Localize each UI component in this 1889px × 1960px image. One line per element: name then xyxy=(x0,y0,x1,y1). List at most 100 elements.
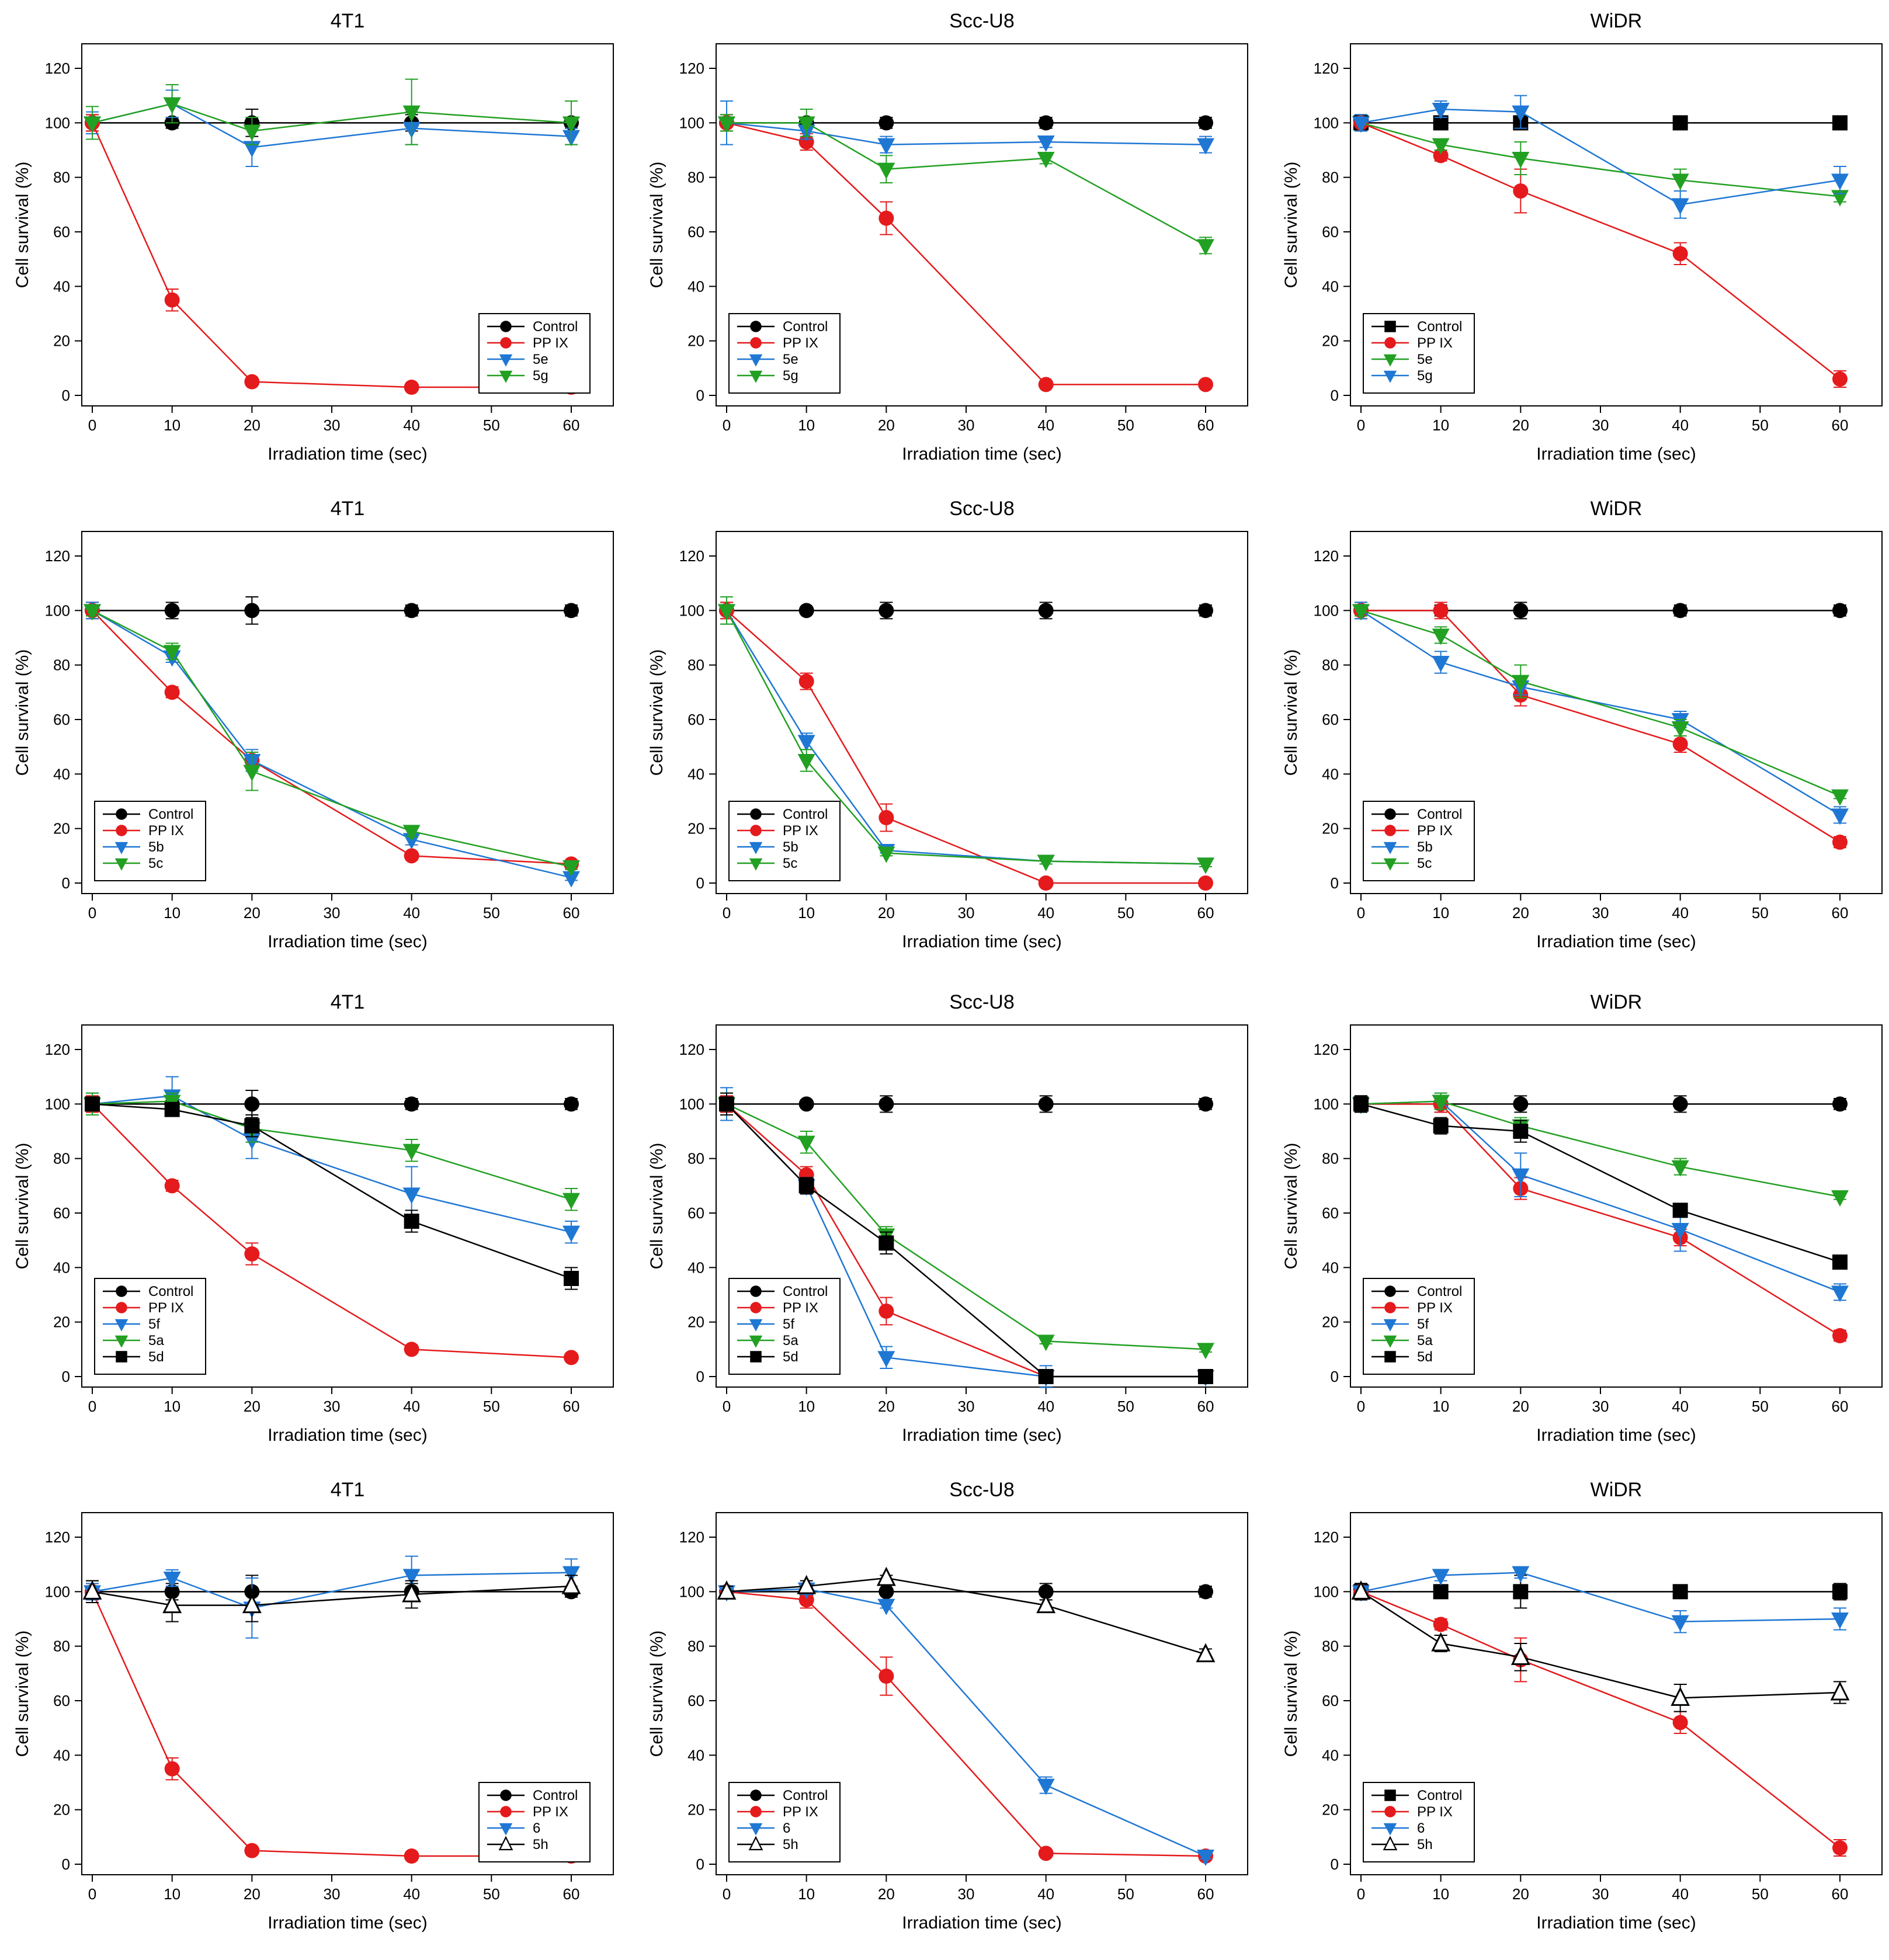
legend-marker xyxy=(1384,1806,1396,1817)
data-point xyxy=(1672,1584,1688,1600)
plot-frame xyxy=(716,1512,1248,1875)
data-point xyxy=(1832,1096,1848,1112)
data-point xyxy=(562,1225,580,1242)
data-point xyxy=(1038,377,1054,392)
chart-panel-1: 4T1 0 20 40 60 80 100 120 0 10 20 30 40 50 60 Irradiati… xyxy=(13,10,614,464)
legend-marker xyxy=(1383,1836,1398,1851)
x-tick-label: 10 xyxy=(164,904,180,922)
data-point xyxy=(402,105,421,122)
data-point xyxy=(1433,148,1449,164)
legend-box xyxy=(1363,1278,1475,1375)
data-point xyxy=(1433,1617,1449,1632)
data-point xyxy=(564,1350,579,1365)
x-tick-label: 0 xyxy=(88,1885,96,1903)
series-line xyxy=(92,1103,572,1280)
series-control xyxy=(85,596,579,625)
series-5e xyxy=(84,89,580,167)
data-point xyxy=(878,1584,894,1600)
legend-marker xyxy=(500,1806,512,1817)
data-point xyxy=(1830,1681,1850,1701)
series-line xyxy=(92,1100,572,1200)
y-tick-label: 60 xyxy=(53,711,70,728)
chart-title: 4T1 xyxy=(331,10,365,32)
legend-label: 6 xyxy=(1417,1820,1425,1836)
data-point xyxy=(1671,1160,1689,1177)
data-point xyxy=(164,1178,180,1194)
data-point xyxy=(402,1583,422,1603)
y-axis-label: Cell survival (%) xyxy=(647,162,666,289)
data-point xyxy=(1671,1686,1690,1706)
x-tick-label: 30 xyxy=(324,1885,341,1903)
data-point xyxy=(797,735,815,752)
chart-title: Scc-U8 xyxy=(949,1479,1014,1501)
plot-frame xyxy=(716,1024,1248,1388)
chart-panel-7: 4T1 0 20 40 60 80 100 120 0 10 20 30 40 50 60 Irradiati… xyxy=(13,991,614,1445)
y-tick-label: 40 xyxy=(687,1259,704,1276)
y-tick-label: 100 xyxy=(45,1583,70,1600)
data-point xyxy=(243,764,261,781)
x-tick-label: 50 xyxy=(483,1398,500,1415)
x-tick-label: 20 xyxy=(244,416,261,434)
data-point xyxy=(243,124,261,141)
data-point xyxy=(1832,371,1848,387)
y-tick-label: 60 xyxy=(687,223,704,241)
x-tick-label: 40 xyxy=(403,416,420,434)
y-tick-label: 120 xyxy=(679,1041,704,1058)
data-point xyxy=(1433,603,1449,618)
y-tick-label: 100 xyxy=(1314,602,1339,619)
data-point xyxy=(798,1178,814,1194)
legend-marker xyxy=(749,354,763,367)
data-point xyxy=(1037,1335,1055,1351)
y-tick-label: 40 xyxy=(687,1746,704,1764)
y-tick-label: 80 xyxy=(1322,656,1339,674)
x-tick-label: 10 xyxy=(1432,904,1449,922)
x-tick-label: 60 xyxy=(1197,904,1214,922)
y-tick-label: 60 xyxy=(53,1204,70,1222)
y-tick-label: 0 xyxy=(696,387,704,404)
y-axis-label: Cell survival (%) xyxy=(1282,1631,1301,1757)
data-point xyxy=(1037,135,1055,152)
y-axis-label: Cell survival (%) xyxy=(647,1631,666,1757)
x-axis-label: Irradiation time (sec) xyxy=(1536,1426,1696,1445)
legend-marker xyxy=(749,1823,763,1836)
legend-label: Control xyxy=(148,807,193,822)
legend-label: Control xyxy=(1417,1788,1462,1803)
y-tick-label: 0 xyxy=(696,1368,704,1385)
data-point xyxy=(562,1566,580,1583)
y-axis-label: Cell survival (%) xyxy=(13,649,32,776)
data-point xyxy=(164,1101,180,1117)
series-line xyxy=(1360,1100,1841,1198)
data-point xyxy=(562,1193,580,1210)
x-tick-label: 40 xyxy=(1037,1885,1054,1903)
x-tick-label: 10 xyxy=(164,1885,180,1903)
legend-marker xyxy=(1383,842,1397,854)
legend-marker xyxy=(1384,337,1396,349)
legend-marker xyxy=(1383,1335,1397,1348)
y-tick-label: 120 xyxy=(45,1528,70,1546)
legend-marker xyxy=(498,1836,513,1851)
legend-marker xyxy=(114,858,129,871)
data-point xyxy=(1197,857,1214,874)
series-5b xyxy=(1352,602,1849,825)
series-5e xyxy=(1352,114,1849,207)
y-tick-label: 100 xyxy=(1314,114,1339,131)
data-point xyxy=(1672,1203,1688,1218)
y-tick-label: 60 xyxy=(687,711,704,728)
legend-label: Control xyxy=(783,807,828,822)
data-point xyxy=(1432,656,1450,672)
chart-title: Scc-U8 xyxy=(949,10,1014,32)
y-tick-label: 100 xyxy=(45,602,70,619)
data-point xyxy=(1038,1584,1054,1600)
y-tick-label: 60 xyxy=(53,223,70,241)
legend-label: 5d xyxy=(783,1349,798,1365)
plot-frame xyxy=(81,531,614,894)
data-point xyxy=(1038,115,1054,131)
legend-label: 5a xyxy=(1417,1333,1433,1349)
legend-label: 5b xyxy=(148,839,164,855)
data-point xyxy=(1831,173,1849,190)
x-tick-label: 0 xyxy=(88,1398,96,1415)
data-point xyxy=(878,210,894,226)
data-point xyxy=(1513,603,1529,618)
y-tick-label: 40 xyxy=(1322,1746,1339,1764)
